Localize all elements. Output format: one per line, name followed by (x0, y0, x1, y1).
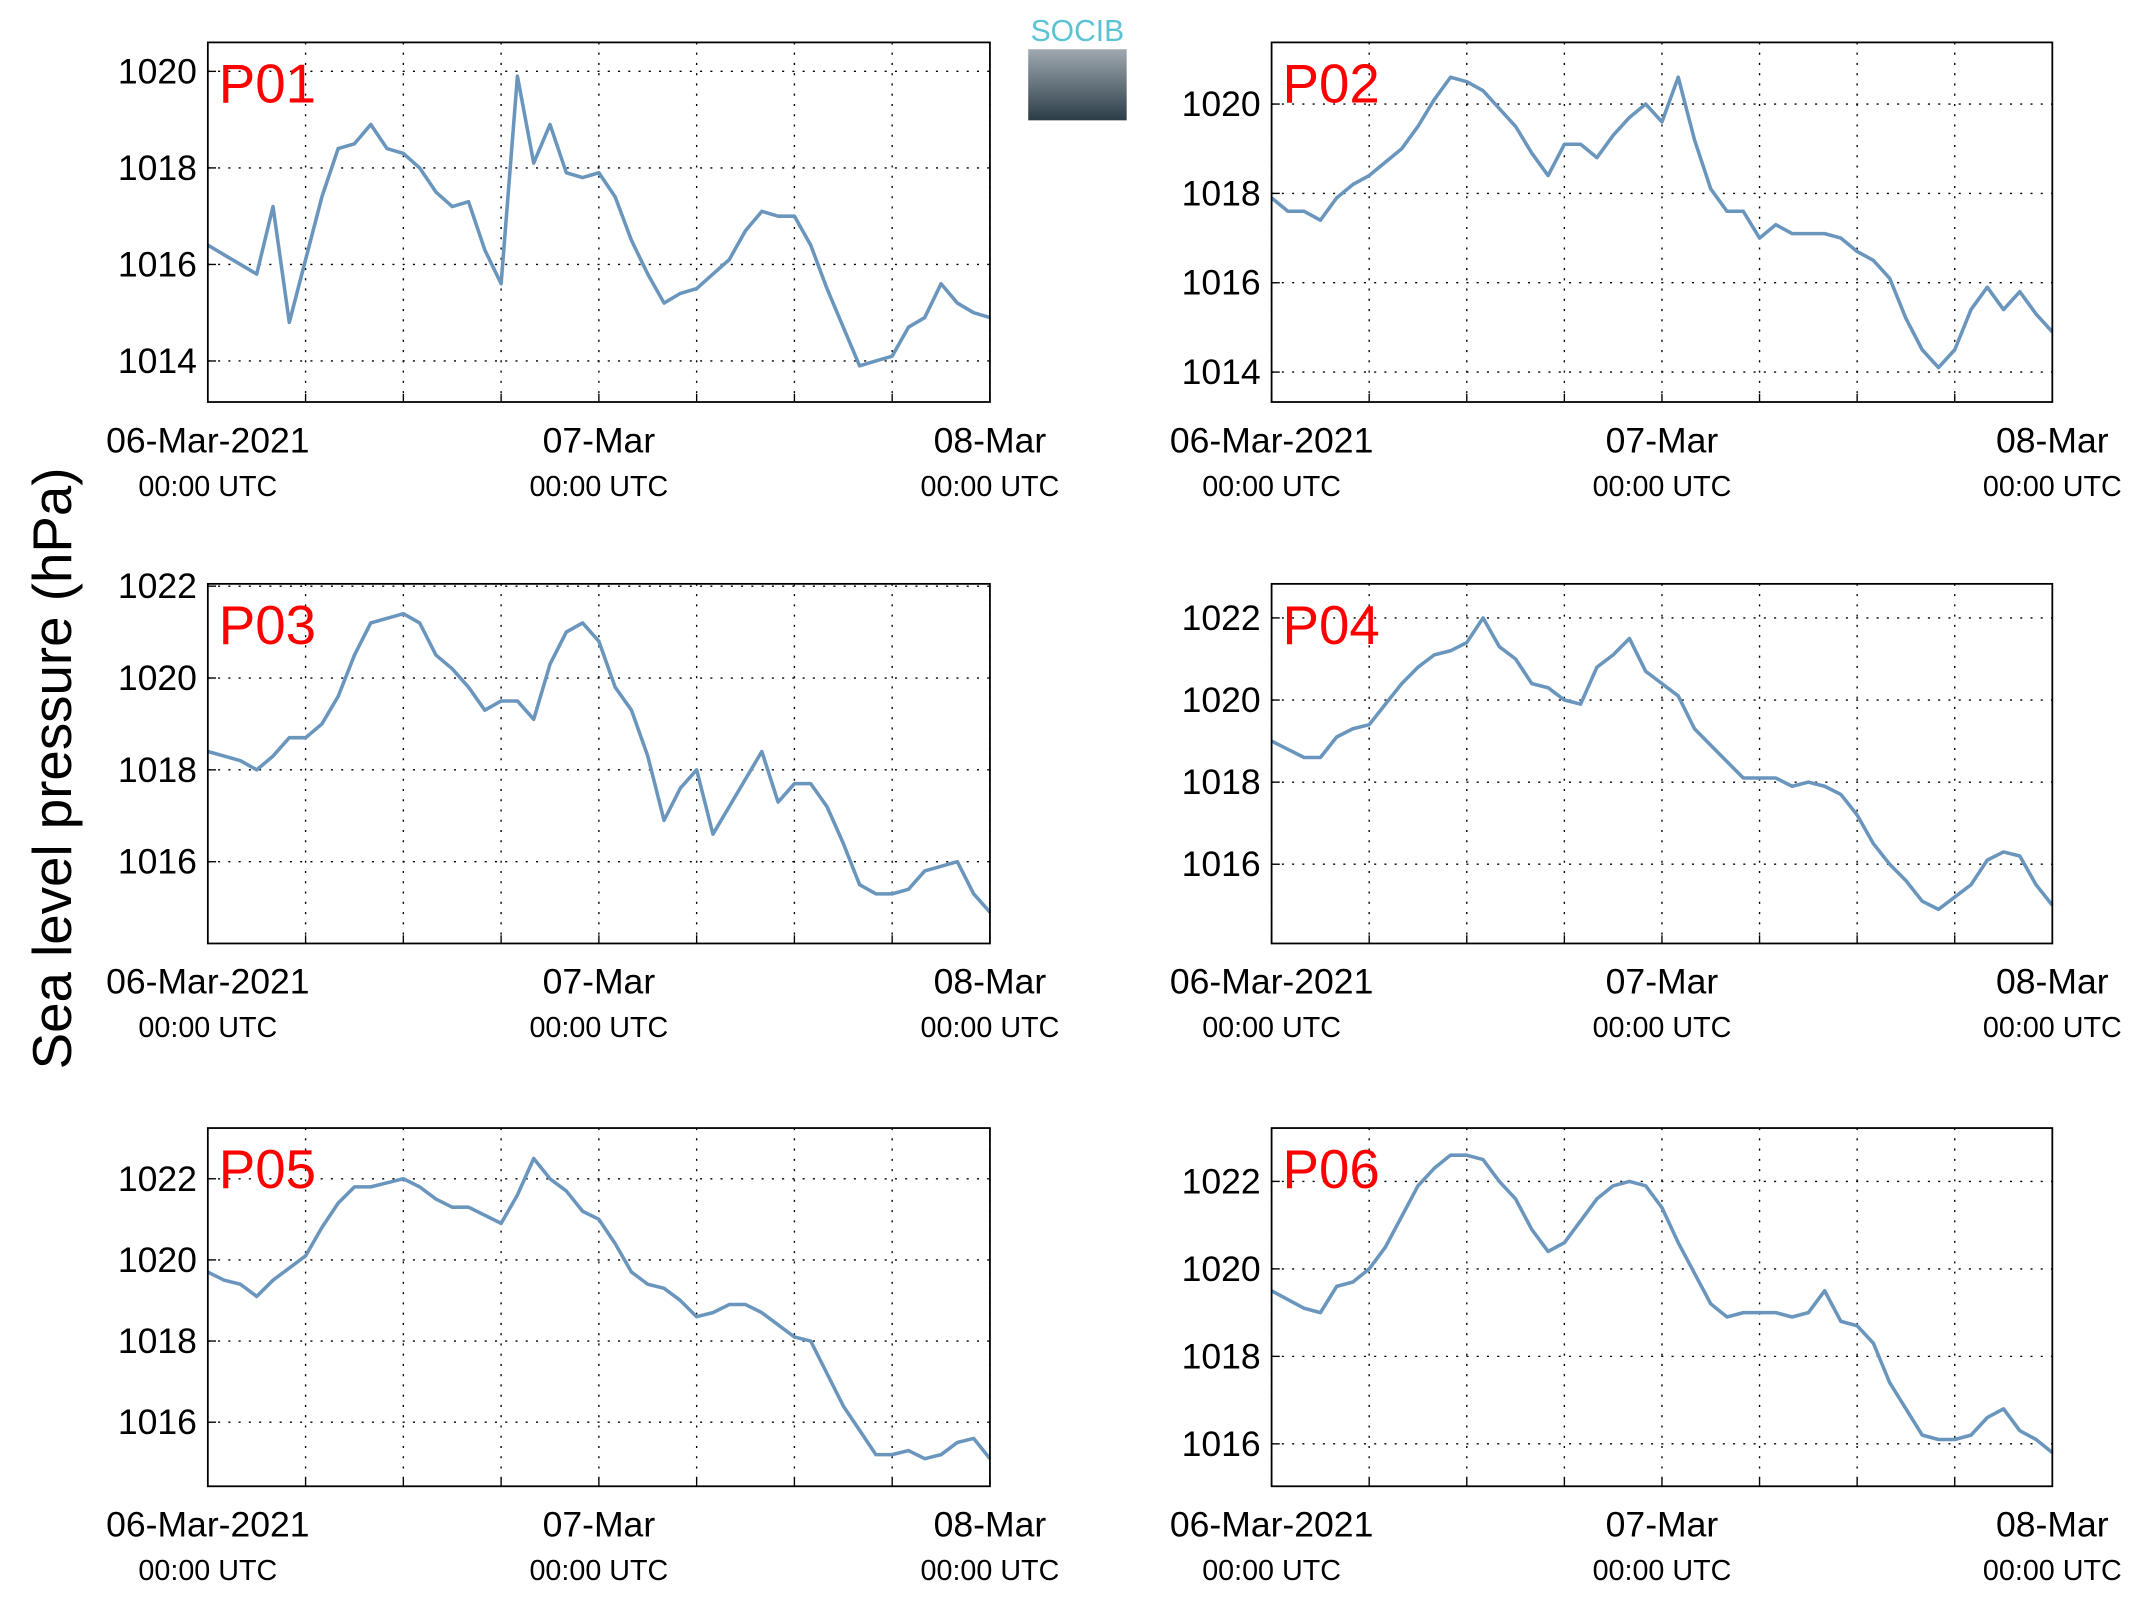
y-tick-label: 1018 (118, 148, 197, 188)
panel: 1016 1018 1020 1022 06-Mar-2021 00:00 UTC 07-M… (106, 566, 1059, 1044)
x-tick-label: 06-Mar-2021 (1170, 1505, 1374, 1545)
x-tick-sublabel: 00:00 UTC (1593, 471, 1732, 503)
x-tick-label: 08-Mar (1996, 962, 2109, 1002)
data-line (206, 74, 991, 368)
y-tick-label: 1016 (1182, 263, 1261, 303)
x-tick-sublabel: 00:00 UTC (1983, 1555, 2122, 1587)
y-tick-label: 1022 (118, 566, 197, 606)
x-tick-label: 08-Mar (934, 1505, 1047, 1545)
x-tick-sublabel: 00:00 UTC (529, 1012, 668, 1044)
x-tick-label: 07-Mar (1606, 1505, 1719, 1545)
panel: 1016 1018 1020 1022 06-Mar-2021 00:00 UTC 07-M… (1170, 1127, 2122, 1587)
plot-area (1271, 583, 2053, 944)
x-tick-sublabel: 00:00 UTC (529, 1555, 668, 1587)
plot-frame (1270, 41, 2054, 403)
x-tick-label: 06-Mar-2021 (106, 962, 310, 1002)
x-tick-label: 06-Mar-2021 (106, 1505, 310, 1545)
x-tick-sublabel: 00:00 UTC (138, 1555, 277, 1587)
plot-frame (206, 41, 991, 403)
y-tick-label: 1018 (1182, 1336, 1261, 1376)
y-tick-label: 1022 (1182, 1161, 1261, 1201)
y-tick-label: 1020 (1182, 680, 1261, 720)
y-tick-label: 1018 (1182, 762, 1261, 802)
logo: SOCIB (1028, 15, 1127, 121)
x-tick-sublabel: 00:00 UTC (921, 1555, 1060, 1587)
x-tick-label: 08-Mar (934, 962, 1047, 1002)
x-tick-sublabel: 00:00 UTC (921, 1012, 1060, 1044)
x-tick-label: 07-Mar (543, 420, 656, 460)
x-tick-label: 07-Mar (543, 962, 656, 1002)
logo-text: SOCIB (1031, 15, 1125, 48)
logo-mark (1028, 49, 1127, 121)
panel-title: P03 (219, 594, 316, 656)
panel: 1016 1018 1020 1022 06-Mar-2021 00:00 UTC 07-M… (106, 1127, 1060, 1587)
x-tick-label: 07-Mar (1606, 962, 1719, 1002)
y-tick-label: 1014 (1182, 352, 1261, 392)
y-tick-label: 1022 (1182, 598, 1261, 638)
data-line (207, 611, 992, 914)
y-tick-label: 1020 (1182, 1249, 1261, 1289)
x-tick-sublabel: 00:00 UTC (1202, 471, 1341, 503)
plot-frame (206, 1127, 991, 1488)
panel-title: P05 (219, 1138, 316, 1200)
plot-area (1271, 42, 2053, 403)
x-tick-label: 06-Mar-2021 (1170, 962, 1374, 1002)
x-tick-sublabel: 00:00 UTC (1593, 1555, 1732, 1587)
y-tick-label: 1018 (1182, 173, 1261, 213)
y-tick-label: 1022 (118, 1159, 197, 1199)
data-line (1270, 75, 2054, 370)
plot-area (207, 1128, 990, 1487)
y-tick-label: 1016 (1182, 844, 1261, 884)
x-tick-label: 08-Mar (934, 420, 1047, 460)
y-tick-label: 1016 (118, 842, 197, 882)
panel: 1014 1016 1018 1020 06-Mar-2021 00:00 UTC 07-M… (106, 41, 1060, 503)
x-tick-label: 06-Mar-2021 (1170, 420, 1374, 460)
y-tick-label: 1016 (118, 1402, 197, 1442)
x-tick-label: 06-Mar-2021 (106, 420, 310, 460)
x-tick-label: 08-Mar (1996, 1505, 2109, 1545)
panel-title: P01 (219, 52, 316, 114)
x-tick-sublabel: 00:00 UTC (1983, 1012, 2122, 1044)
panel-title: P04 (1283, 594, 1380, 656)
y-tick-label: 1020 (118, 1240, 197, 1280)
x-tick-sublabel: 00:00 UTC (138, 471, 277, 503)
panel: 1014 1016 1018 1020 06-Mar-2021 00:00 UTC 07-M… (1170, 41, 2122, 503)
y-tick-label: 1018 (118, 750, 197, 790)
x-tick-label: 08-Mar (1996, 420, 2109, 460)
panel: 1016 1018 1020 1022 06-Mar-2021 00:00 UTC 07-M… (1170, 582, 2122, 1044)
plot-frame (206, 582, 991, 945)
y-tick-label: 1014 (118, 341, 197, 381)
plot-frame (1270, 582, 2054, 945)
y-axis-label: Sea level pressure (hPa) (21, 468, 83, 1070)
x-tick-sublabel: 00:00 UTC (138, 1012, 277, 1044)
y-tick-label: 1018 (118, 1321, 197, 1361)
panel-title: P02 (1283, 52, 1380, 114)
x-tick-sublabel: 00:00 UTC (921, 471, 1060, 503)
plot-frame (1270, 1127, 2054, 1488)
x-tick-sublabel: 00:00 UTC (1593, 1012, 1732, 1044)
y-tick-label: 1020 (118, 658, 197, 698)
plot-area (207, 583, 990, 944)
x-tick-sublabel: 00:00 UTC (1202, 1012, 1341, 1044)
y-tick-label: 1016 (1182, 1424, 1261, 1464)
y-tick-label: 1020 (118, 51, 197, 91)
data-line (1270, 1153, 2054, 1454)
x-tick-sublabel: 00:00 UTC (1202, 1555, 1341, 1587)
data-line (1270, 616, 2054, 912)
x-tick-sublabel: 00:00 UTC (1983, 471, 2122, 503)
panel-title: P06 (1283, 1138, 1380, 1200)
data-line (207, 1156, 992, 1461)
x-tick-sublabel: 00:00 UTC (529, 471, 668, 503)
x-tick-label: 07-Mar (543, 1505, 656, 1545)
x-tick-label: 07-Mar (1606, 420, 1719, 460)
y-tick-label: 1020 (1182, 84, 1261, 124)
plot-area (207, 42, 990, 403)
y-tick-label: 1016 (118, 244, 197, 284)
